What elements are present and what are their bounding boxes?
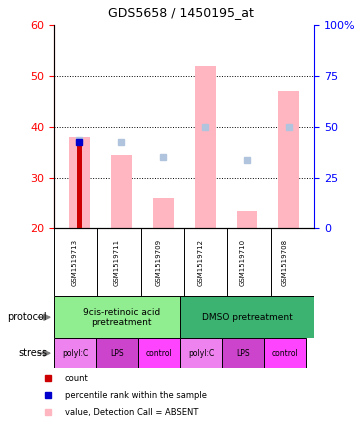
Bar (69, 137, 90, 228)
Text: stress: stress (18, 348, 47, 358)
Bar (278, 91, 299, 228)
Bar (222, 338, 264, 368)
Text: 9cis-retinoic acid
pretreatment: 9cis-retinoic acid pretreatment (83, 308, 160, 327)
Text: control: control (271, 349, 298, 358)
Text: percentile rank within the sample: percentile rank within the sample (65, 390, 207, 400)
Bar (264, 338, 306, 368)
Bar (54, 296, 188, 338)
Text: GSM1519710: GSM1519710 (240, 239, 246, 286)
Text: GDS5658 / 1450195_at: GDS5658 / 1450195_at (108, 6, 253, 19)
Bar (153, 198, 174, 228)
Text: protocol: protocol (7, 312, 47, 322)
Bar (138, 338, 180, 368)
Text: polyI:C: polyI:C (188, 349, 214, 358)
Text: LPS: LPS (236, 349, 249, 358)
Text: DMSO pretreatment: DMSO pretreatment (202, 313, 292, 322)
Text: control: control (145, 349, 172, 358)
Text: GSM1519713: GSM1519713 (72, 239, 78, 286)
Text: count: count (65, 374, 89, 383)
Bar (77, 137, 82, 228)
Text: polyI:C: polyI:C (62, 349, 88, 358)
Bar (195, 66, 216, 228)
Text: LPS: LPS (110, 349, 124, 358)
Text: value, Detection Call = ABSENT: value, Detection Call = ABSENT (65, 407, 198, 417)
Bar (111, 155, 132, 228)
Bar (180, 296, 314, 338)
Text: GSM1519712: GSM1519712 (198, 239, 204, 286)
Bar (180, 338, 222, 368)
Text: GSM1519708: GSM1519708 (282, 239, 288, 286)
Bar (236, 211, 257, 228)
Bar (54, 338, 96, 368)
Text: GSM1519709: GSM1519709 (156, 239, 162, 286)
Text: GSM1519711: GSM1519711 (114, 239, 120, 286)
Bar (96, 338, 138, 368)
